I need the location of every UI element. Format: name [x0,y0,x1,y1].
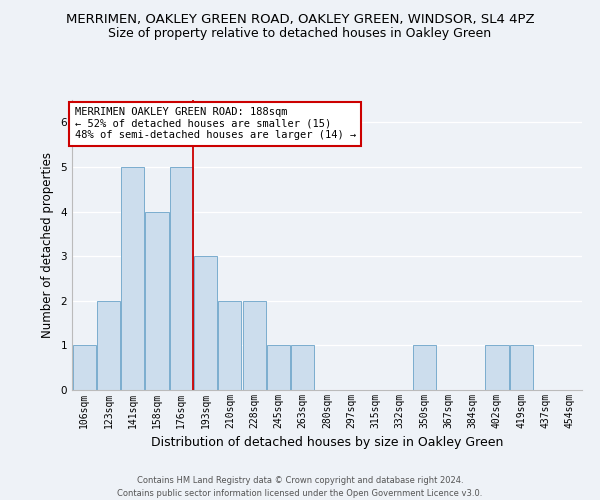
Bar [291,346,314,390]
Bar [218,301,241,390]
Bar [145,212,169,390]
X-axis label: Distribution of detached houses by size in Oakley Green: Distribution of detached houses by size … [151,436,503,450]
Bar [510,346,533,390]
Y-axis label: Number of detached properties: Number of detached properties [41,152,53,338]
Bar [267,346,290,390]
Bar [242,301,266,390]
Bar [413,346,436,390]
Bar [121,167,144,390]
Text: MERRIMEN, OAKLEY GREEN ROAD, OAKLEY GREEN, WINDSOR, SL4 4PZ: MERRIMEN, OAKLEY GREEN ROAD, OAKLEY GREE… [65,12,535,26]
Text: Size of property relative to detached houses in Oakley Green: Size of property relative to detached ho… [109,28,491,40]
Bar [73,346,95,390]
Bar [97,301,120,390]
Text: MERRIMEN OAKLEY GREEN ROAD: 188sqm
← 52% of detached houses are smaller (15)
48%: MERRIMEN OAKLEY GREEN ROAD: 188sqm ← 52%… [74,108,356,140]
Bar [194,256,217,390]
Text: Contains HM Land Registry data © Crown copyright and database right 2024.
Contai: Contains HM Land Registry data © Crown c… [118,476,482,498]
Bar [485,346,509,390]
Bar [170,167,193,390]
